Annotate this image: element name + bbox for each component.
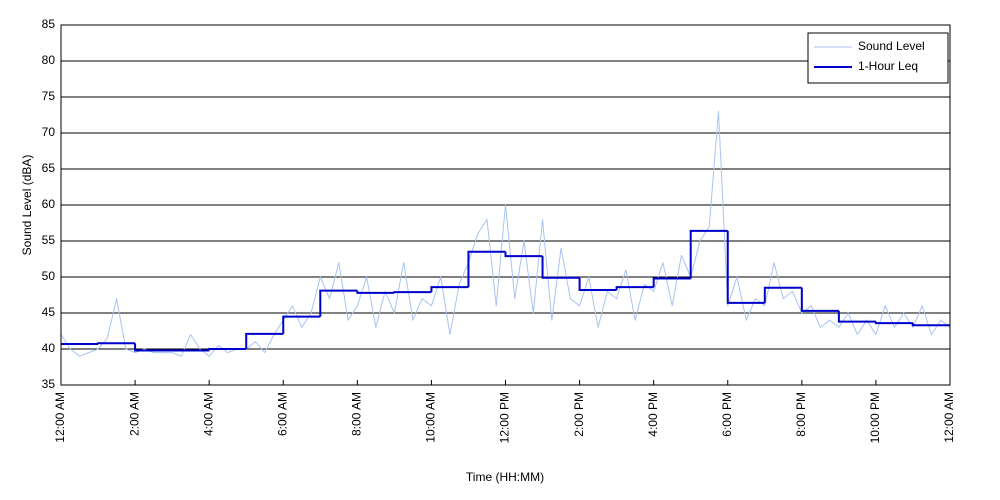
y-tick-label: 55: [42, 233, 56, 247]
x-tick-label: 10:00 AM: [424, 392, 438, 443]
plot-frame: [60, 24, 951, 386]
x-tick-label: 12:00 AM: [942, 392, 956, 443]
step-segment: [800, 287, 839, 312]
step-segment: [652, 277, 691, 288]
legend-label: 1-Hour Leq: [858, 59, 918, 73]
x-tick-label: 6:00 AM: [275, 392, 289, 436]
step-segment: [726, 230, 765, 304]
legend-label: Sound Level: [858, 39, 925, 53]
step-segment: [911, 323, 950, 327]
step-segment: [430, 286, 469, 293]
step-segment: [874, 321, 913, 325]
step-segment: [393, 291, 432, 294]
x-tick-label: 12:00 PM: [498, 392, 512, 443]
y-tick-label: 70: [42, 125, 56, 139]
y-tick-label: 75: [42, 89, 56, 103]
step-segment: [319, 289, 358, 317]
step-segment: [208, 348, 247, 351]
legend-box: [807, 32, 949, 84]
y-tick-label: 85: [42, 17, 56, 31]
x-tick-label: 4:00 PM: [646, 392, 660, 437]
step-segment: [245, 332, 284, 349]
step-segment: [134, 343, 173, 352]
step-segment: [504, 251, 543, 258]
y-tick-label: 60: [42, 197, 56, 211]
x-tick-label: 2:00 AM: [127, 392, 141, 436]
y-tick-label: 65: [42, 161, 56, 175]
x-tick-label: 8:00 PM: [794, 392, 808, 437]
y-tick-label: 35: [42, 377, 56, 391]
x-tick-label: 8:00 AM: [350, 392, 364, 436]
step-segment: [763, 286, 802, 303]
step-segment: [837, 310, 876, 323]
step-segment: [97, 342, 136, 345]
step-segment: [578, 277, 617, 291]
x-tick-label: 4:00 AM: [201, 392, 215, 436]
y-axis-label: Sound Level (dBA): [20, 155, 34, 256]
step-segment: [467, 250, 506, 288]
y-tick-label: 80: [42, 53, 56, 67]
line: [60, 110, 951, 357]
x-tick-label: 2:00 PM: [572, 392, 586, 437]
x-tick-label: 10:00 PM: [868, 392, 882, 443]
step-segment: [689, 229, 728, 279]
step-segment: [356, 290, 395, 294]
step-segment: [541, 256, 580, 279]
step-segment: [615, 286, 654, 290]
x-axis-label: Time (HH:MM): [466, 470, 544, 484]
x-tick-label: 6:00 PM: [720, 392, 734, 437]
y-tick-label: 45: [42, 305, 56, 319]
y-tick-label: 40: [42, 341, 56, 355]
y-tick-label: 50: [42, 269, 56, 283]
x-tick-label: 12:00 AM: [53, 392, 67, 443]
step-segment: [282, 315, 321, 334]
